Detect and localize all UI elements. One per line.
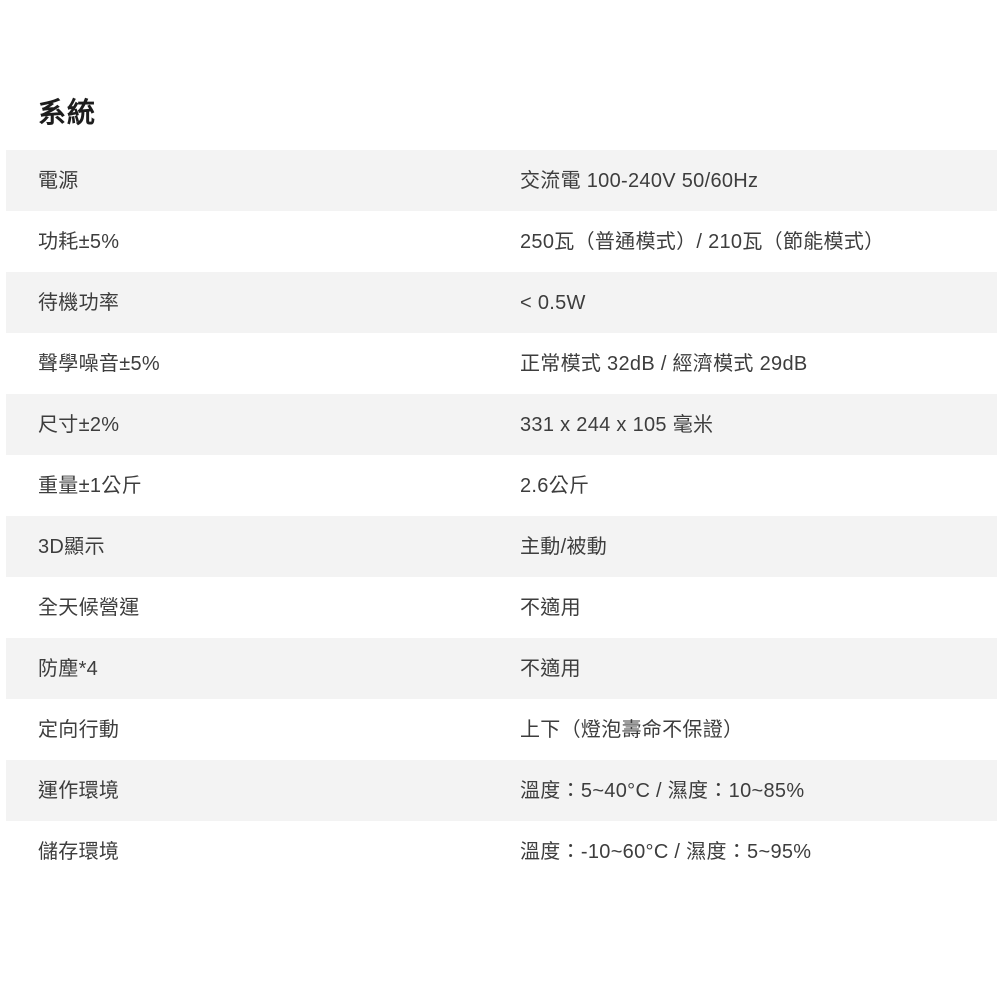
spec-label: 定向行動 xyxy=(38,718,120,741)
spec-label: 電源 xyxy=(38,169,79,192)
spec-label: 運作環境 xyxy=(38,779,120,802)
spec-value: 交流電 100-240V 50/60Hz xyxy=(520,169,759,192)
spec-value: 主動/被動 xyxy=(520,535,608,558)
spec-label: 尺寸±2% xyxy=(38,413,120,436)
spec-label: 全天候營運 xyxy=(38,596,140,619)
table-row-dust-proof: 防塵*4 不適用 xyxy=(6,638,997,699)
spec-value: 331 x 244 x 105 毫米 xyxy=(520,413,714,436)
table-row-storage-environment: 儲存環境 溫度：-10~60°C / 濕度：5~95% xyxy=(6,821,997,882)
table-row-247-operation: 全天候營運 不適用 xyxy=(6,577,997,638)
spec-value: 2.6公斤 xyxy=(520,474,590,497)
spec-label: 3D顯示 xyxy=(38,535,105,558)
table-row-power: 電源 交流電 100-240V 50/60Hz xyxy=(6,150,997,211)
table-row-operating-environment: 運作環境 溫度：5~40°C / 濕度：10~85% xyxy=(6,760,997,821)
spec-value: 250瓦（普通模式）/ 210瓦（節能模式） xyxy=(520,230,885,253)
spec-label: 功耗±5% xyxy=(38,230,120,253)
spec-label: 聲學噪音±5% xyxy=(38,352,160,375)
page-title: 系統 xyxy=(38,97,97,128)
table-row-dimensions: 尺寸±2% 331 x 244 x 105 毫米 xyxy=(6,394,997,455)
table-row-standby-power: 待機功率 < 0.5W xyxy=(6,272,997,333)
spec-value: 不適用 xyxy=(520,596,581,619)
spec-label: 儲存環境 xyxy=(38,840,120,863)
spec-label: 待機功率 xyxy=(38,291,120,314)
spec-label: 防塵*4 xyxy=(38,657,99,680)
spec-value: 不適用 xyxy=(520,657,581,680)
table-row-acoustic-noise: 聲學噪音±5% 正常模式 32dB / 經濟模式 29dB xyxy=(6,333,997,394)
spec-value: 上下（燈泡壽命不保證） xyxy=(520,718,744,741)
spec-label: 重量±1公斤 xyxy=(38,474,142,497)
spec-value: 溫度：5~40°C / 濕度：10~85% xyxy=(520,779,805,802)
table-row-3d-display: 3D顯示 主動/被動 xyxy=(6,516,997,577)
table-row-weight: 重量±1公斤 2.6公斤 xyxy=(6,455,997,516)
table-row-power-consumption: 功耗±5% 250瓦（普通模式）/ 210瓦（節能模式） xyxy=(6,211,997,272)
spec-value: 溫度：-10~60°C / 濕度：5~95% xyxy=(520,840,812,863)
table-row-orientation: 定向行動 上下（燈泡壽命不保證） xyxy=(6,699,997,760)
spec-table: 電源 交流電 100-240V 50/60Hz 功耗±5% 250瓦（普通模式）… xyxy=(6,150,997,882)
spec-value: < 0.5W xyxy=(520,291,586,314)
spec-value: 正常模式 32dB / 經濟模式 29dB xyxy=(520,352,808,375)
